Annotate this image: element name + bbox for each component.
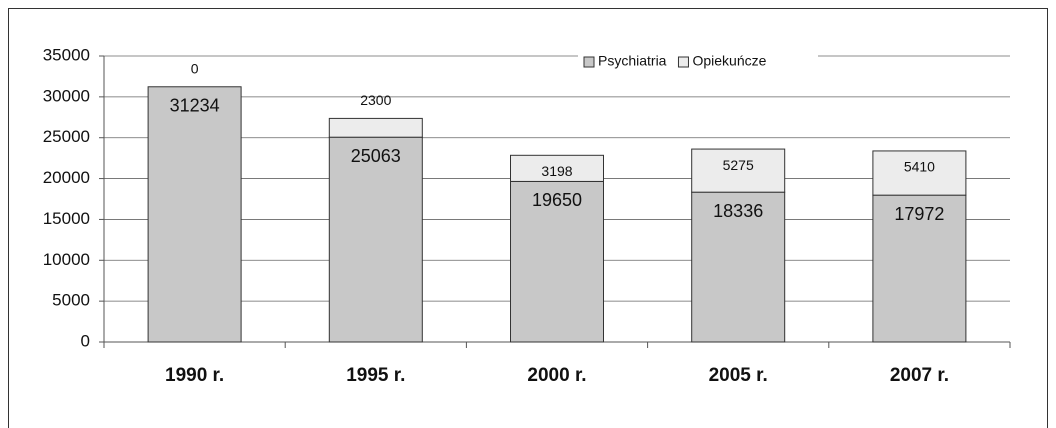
y-tick-label: 35000 [43,45,90,64]
legend-swatch [677,56,689,68]
value-label: 0 [191,60,199,76]
bar-segment [328,117,423,138]
legend-label: Opiekuńcze [692,53,766,69]
x-tick-label: 2007 r. [890,365,949,386]
value-label: 25063 [351,146,401,166]
y-tick-label: 10000 [43,250,90,269]
y-tick-label: 15000 [43,209,90,228]
value-label: 3198 [541,163,572,179]
value-label: 19650 [532,190,582,210]
value-label: 5410 [904,159,935,175]
x-tick-label: 1990 r. [165,365,224,386]
legend-swatch [583,56,595,68]
bar-segment [872,194,967,343]
bar-segment [691,148,786,193]
y-tick-label: 30000 [43,86,90,105]
chart-border [8,8,1048,428]
y-tick-label: 25000 [43,127,90,146]
bar-segment [691,191,786,343]
x-tick-label: 2005 r. [709,365,768,386]
x-tick-label: 1995 r. [346,365,405,386]
value-label: 18336 [713,201,763,221]
y-tick-label: 20000 [43,168,90,187]
bar-segment [328,136,423,343]
y-tick-label: 5000 [52,291,90,310]
bar-segment [147,86,242,343]
x-tick-label: 2000 r. [527,365,586,386]
value-label: 2300 [360,92,391,108]
legend-label: Psychiatria [598,53,667,69]
value-label: 31234 [170,96,220,116]
bar-segment [510,154,604,182]
legend-bg [578,52,818,72]
y-tick-label: 0 [81,331,90,350]
value-label: 17972 [894,204,944,224]
value-label: 5275 [723,157,754,173]
bar-segment [872,150,967,196]
bar-segment [510,180,604,343]
